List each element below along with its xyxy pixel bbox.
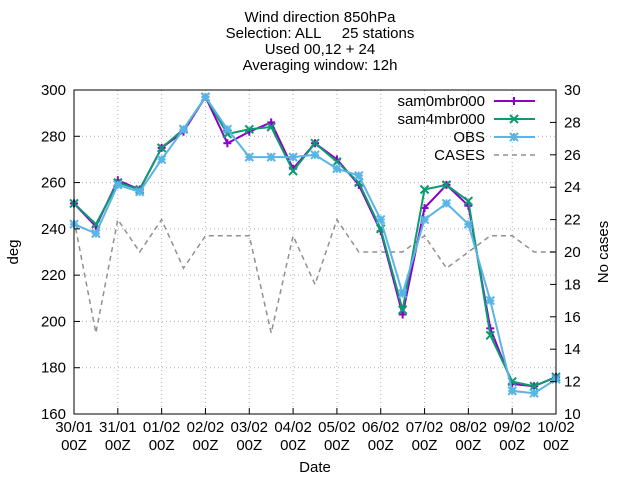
data-point xyxy=(200,92,211,102)
axes-ticks: 160 180 200 220 240 260 280 300 10 12 14 16 18 20 22 24… xyxy=(41,82,581,454)
data-point xyxy=(397,305,408,315)
y2-axis-label: No cases xyxy=(595,221,612,284)
series-layer xyxy=(69,92,561,398)
y2-tick-label: 28 xyxy=(564,114,581,131)
data-point xyxy=(113,180,123,190)
legend-label: OBS xyxy=(453,129,485,146)
data-point xyxy=(135,187,145,197)
x-tick-label: 10/02 xyxy=(537,419,575,436)
data-point xyxy=(156,143,167,153)
y-tick-label: 200 xyxy=(41,313,66,330)
data-point xyxy=(332,163,342,174)
y2-tick-label: 14 xyxy=(564,341,581,358)
y-tick-label: 240 xyxy=(41,221,66,238)
data-point xyxy=(91,228,101,239)
chart-title: Wind direction 850hPa Selection: ALL 25 … xyxy=(0,10,640,74)
data-point xyxy=(376,214,386,225)
y-tick-label: 260 xyxy=(41,175,66,192)
data-point xyxy=(510,97,518,105)
data-point xyxy=(222,124,233,135)
data-point xyxy=(310,138,320,148)
data-point xyxy=(485,330,495,341)
legend-label: CASES xyxy=(434,147,485,164)
x-tick-label: 00Z xyxy=(236,437,262,454)
data-point xyxy=(485,295,495,306)
x-tick-label: 08/02 xyxy=(450,419,488,436)
x-tick-label: 00Z xyxy=(499,437,525,454)
y-tick-label: 280 xyxy=(41,128,66,145)
y2-tick-label: 26 xyxy=(564,147,581,164)
x-tick-label: 04/02 xyxy=(274,419,312,436)
data-point xyxy=(463,219,474,229)
data-point xyxy=(288,152,298,162)
y2-tick-label: 20 xyxy=(564,244,581,261)
data-point xyxy=(509,132,519,142)
x-tick-label: 00Z xyxy=(324,437,350,454)
x-tick-label: 07/02 xyxy=(406,419,444,436)
x-tick-label: 00Z xyxy=(280,437,306,454)
y-tick-label: 180 xyxy=(41,360,66,377)
y2-tick-label: 22 xyxy=(564,212,581,229)
title-line-3: Used 00,12 + 24 xyxy=(264,41,376,58)
x-tick-label: 00Z xyxy=(368,437,394,454)
data-point xyxy=(419,184,430,195)
data-point xyxy=(244,152,254,162)
data-point xyxy=(156,154,167,165)
y2-tick-label: 10 xyxy=(564,406,581,423)
data-point xyxy=(178,124,189,135)
x-tick-label: 00Z xyxy=(105,437,131,454)
data-point xyxy=(529,388,539,398)
y2-tick-label: 30 xyxy=(564,82,581,99)
x-tick-label: 00Z xyxy=(61,437,87,454)
data-point xyxy=(223,139,232,148)
x-tick-label: 09/02 xyxy=(493,419,531,436)
x-tick-label: 02/02 xyxy=(187,419,225,436)
data-point xyxy=(441,180,452,190)
x-tick-label: 06/02 xyxy=(362,419,400,436)
legend-label: sam0mbr000 xyxy=(397,93,485,110)
y-tick-label: 160 xyxy=(41,406,66,423)
data-point xyxy=(267,118,276,127)
data-point xyxy=(509,114,519,124)
x-tick-label: 05/02 xyxy=(318,419,356,436)
x-tick-label: 30/01 xyxy=(55,419,93,436)
x-tick-label: 00Z xyxy=(193,437,219,454)
x-tick-label: 00Z xyxy=(149,437,175,454)
y-axis-label: deg xyxy=(5,239,22,264)
x-tick-label: 01/02 xyxy=(143,419,181,436)
data-point xyxy=(507,386,517,396)
data-point xyxy=(398,310,407,319)
data-point xyxy=(244,124,254,135)
data-point xyxy=(463,196,474,206)
y2-tick-label: 12 xyxy=(564,374,581,391)
x-tick-label: 00Z xyxy=(455,437,481,454)
data-point xyxy=(310,150,320,160)
x-tick-label: 00Z xyxy=(543,437,569,454)
data-point xyxy=(354,170,364,181)
data-point xyxy=(266,122,276,132)
y2-tick-label: 24 xyxy=(564,179,581,196)
title-line-4: Averaging window: 12h xyxy=(242,57,398,74)
title-line-2: Selection: ALL 25 stations xyxy=(225,25,415,42)
data-point xyxy=(441,198,452,209)
y2-tick-label: 16 xyxy=(564,309,581,326)
x-tick-label: 00Z xyxy=(412,437,438,454)
data-point xyxy=(332,157,342,167)
data-point xyxy=(266,152,276,162)
y-tick-label: 300 xyxy=(41,82,66,99)
y-tick-label: 220 xyxy=(41,267,66,284)
legend-label: sam4mbr000 xyxy=(397,111,485,128)
data-point xyxy=(397,288,408,299)
title-line-1: Wind direction 850hPa xyxy=(244,9,396,26)
y2-tick-label: 18 xyxy=(564,276,581,293)
grid xyxy=(74,90,556,414)
data-point xyxy=(419,214,430,225)
data-point xyxy=(288,166,298,176)
x-tick-label: 03/02 xyxy=(230,419,268,436)
x-tick-label: 31/01 xyxy=(99,419,137,436)
x-axis-label: Date xyxy=(299,459,331,476)
data-point xyxy=(529,381,539,391)
